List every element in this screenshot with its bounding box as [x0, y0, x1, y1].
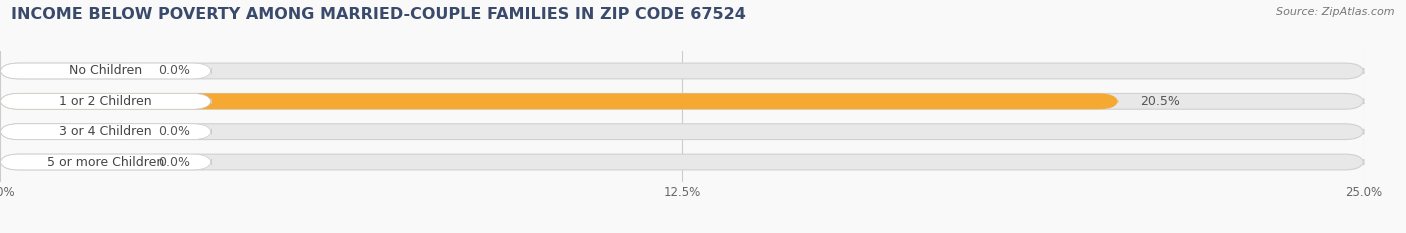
Text: 1 or 2 Children: 1 or 2 Children [59, 95, 152, 108]
FancyBboxPatch shape [0, 63, 136, 79]
FancyBboxPatch shape [0, 93, 211, 109]
Text: Source: ZipAtlas.com: Source: ZipAtlas.com [1277, 7, 1395, 17]
Text: No Children: No Children [69, 65, 142, 78]
FancyBboxPatch shape [0, 93, 1118, 109]
FancyBboxPatch shape [0, 93, 1364, 109]
Text: 5 or more Children: 5 or more Children [46, 155, 165, 168]
FancyBboxPatch shape [0, 124, 1364, 140]
Text: 0.0%: 0.0% [159, 155, 190, 168]
FancyBboxPatch shape [0, 124, 211, 140]
FancyBboxPatch shape [0, 63, 211, 79]
FancyBboxPatch shape [0, 63, 1364, 79]
Text: INCOME BELOW POVERTY AMONG MARRIED-COUPLE FAMILIES IN ZIP CODE 67524: INCOME BELOW POVERTY AMONG MARRIED-COUPL… [11, 7, 747, 22]
FancyBboxPatch shape [0, 124, 136, 140]
FancyBboxPatch shape [0, 154, 136, 170]
Text: 0.0%: 0.0% [159, 65, 190, 78]
FancyBboxPatch shape [0, 154, 211, 170]
Text: 0.0%: 0.0% [159, 125, 190, 138]
FancyBboxPatch shape [0, 154, 1364, 170]
Text: 3 or 4 Children: 3 or 4 Children [59, 125, 152, 138]
Text: 20.5%: 20.5% [1140, 95, 1180, 108]
